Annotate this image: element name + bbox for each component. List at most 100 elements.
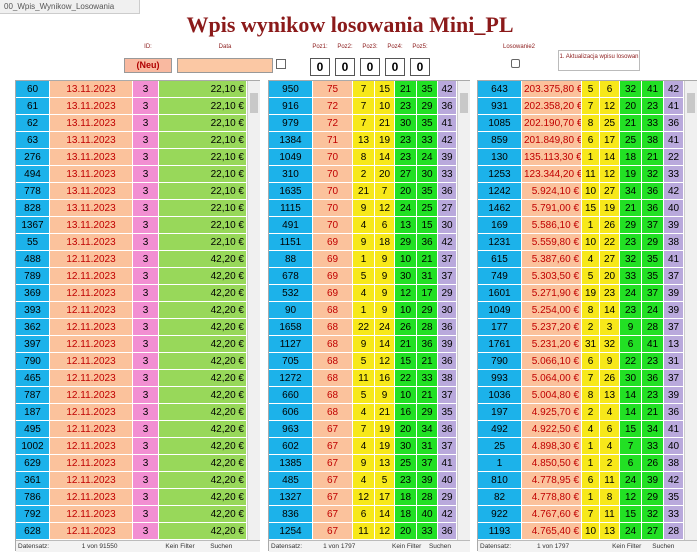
table-cell: 19	[600, 200, 620, 217]
table-cell: 4.778,95 €	[522, 472, 582, 489]
table-cell: 660	[269, 387, 313, 404]
table-cell: 24	[642, 302, 664, 319]
table-cell: 1384	[269, 132, 313, 149]
id-field[interactable]: (Neu)	[124, 58, 172, 73]
poz-field[interactable]: 0	[410, 58, 430, 76]
table-cell: 1	[582, 438, 600, 455]
table-cell: 68	[313, 370, 353, 387]
table-cell: 5.559,80 €	[522, 234, 582, 251]
table-cell: 18	[395, 489, 417, 506]
table-cell: 810	[478, 472, 522, 489]
scrollbar[interactable]	[247, 81, 260, 540]
table-cell: 34	[417, 421, 438, 438]
scrollbar[interactable]	[684, 81, 697, 540]
table-cell: 25	[600, 115, 620, 132]
table-cell: 4.767,60 €	[522, 506, 582, 523]
nav-search[interactable]: Suchen	[210, 543, 233, 550]
table-cell: 41	[642, 81, 664, 98]
table-cell: 20	[620, 98, 642, 115]
table-cell: 950	[269, 81, 313, 98]
table-cell: 71	[313, 132, 353, 149]
table-cell: 15	[395, 353, 417, 370]
nav-filter[interactable]: Kein Filter	[392, 543, 422, 550]
poz-field[interactable]: 0	[335, 58, 355, 76]
table-cell: 3	[133, 353, 159, 370]
table-cell: 4.850,50 €	[522, 455, 582, 472]
table-cell: 29	[438, 489, 457, 506]
table-cell: 362	[16, 319, 50, 336]
table-cell: 1	[478, 455, 522, 472]
nav-search[interactable]: Suchen	[428, 543, 452, 550]
table-cell: 7	[353, 421, 375, 438]
table-cell: 11	[353, 370, 375, 387]
table-cell: 41	[642, 336, 664, 353]
table-cell: 9	[375, 302, 395, 319]
table-cell: 33	[417, 132, 438, 149]
date-field[interactable]	[177, 58, 273, 73]
table-cell: 24	[620, 285, 642, 302]
calendar-icon[interactable]	[276, 59, 286, 69]
table-cell: 42	[438, 234, 457, 251]
table-cell: 39	[664, 217, 684, 234]
table-cell: 3	[133, 438, 159, 455]
table-cell: 1254	[269, 523, 313, 540]
table-cell: 201.849,80 €	[522, 132, 582, 149]
table-cell: 68	[313, 353, 353, 370]
table-cell: 9	[375, 285, 395, 302]
table-cell: 3	[133, 149, 159, 166]
table-cell: 67	[313, 438, 353, 455]
table-cell: 68	[313, 387, 353, 404]
table-cell: 3	[133, 506, 159, 523]
table-cell: 12	[353, 489, 375, 506]
table-cell: 12.11.2023	[50, 353, 133, 370]
table-cell: 495	[16, 421, 50, 438]
table-cell: 42,20 €	[159, 472, 247, 489]
nav-filter[interactable]: Kein Filter	[165, 543, 195, 550]
table-cell: 12.11.2023	[50, 472, 133, 489]
table-cell: 28	[664, 523, 684, 540]
table-cell: 5.791,00 €	[522, 200, 582, 217]
table-cell: 72	[313, 98, 353, 115]
scroll-thumb[interactable]	[687, 93, 695, 113]
table-cell: 39	[664, 387, 684, 404]
table-cell: 13.11.2023	[50, 234, 133, 251]
update-button[interactable]: 1. Aktualizacja wpisu losowan	[558, 50, 640, 71]
id-label: ID:	[144, 44, 152, 50]
table-cell: 22	[664, 149, 684, 166]
poz-field[interactable]: 0	[360, 58, 380, 76]
table-cell: 12	[620, 489, 642, 506]
table-cell: 7	[582, 98, 600, 115]
table-cell: 17	[600, 132, 620, 149]
table-cell: 23	[620, 234, 642, 251]
table-cell: 1601	[478, 285, 522, 302]
table-cell: 10	[582, 234, 600, 251]
table-cell: 276	[16, 149, 50, 166]
losowanie2-checkbox[interactable]	[511, 59, 520, 68]
scroll-thumb[interactable]	[460, 93, 468, 113]
table-cell: 4	[582, 251, 600, 268]
losowanie2-label: Losowanie2	[502, 44, 536, 50]
scroll-thumb[interactable]	[250, 93, 258, 113]
table-cell: 5	[353, 387, 375, 404]
table-cell: 36	[438, 183, 457, 200]
table-cell: 1	[582, 455, 600, 472]
window-tab[interactable]: 00_Wpis_Wynikow_Losowania	[0, 0, 140, 14]
table-cell: 69	[313, 251, 353, 268]
table-cell: 187	[16, 404, 50, 421]
scrollbar[interactable]	[457, 81, 470, 540]
table-cell: 42,20 €	[159, 285, 247, 302]
table-cell: 14	[620, 404, 642, 421]
table-cell: 11	[353, 523, 375, 540]
poz-field[interactable]: 0	[385, 58, 405, 76]
table-cell: 40	[417, 506, 438, 523]
table-cell: 70	[313, 217, 353, 234]
poz-field[interactable]: 0	[310, 58, 330, 76]
table-cell: 1635	[269, 183, 313, 200]
nav-search[interactable]: Suchen	[652, 543, 675, 550]
table-cell: 3	[133, 115, 159, 132]
table-cell: 12.11.2023	[50, 489, 133, 506]
table-cell: 10	[395, 251, 417, 268]
nav-filter[interactable]: Kein Filter	[612, 543, 642, 550]
table-cell: 21	[395, 336, 417, 353]
